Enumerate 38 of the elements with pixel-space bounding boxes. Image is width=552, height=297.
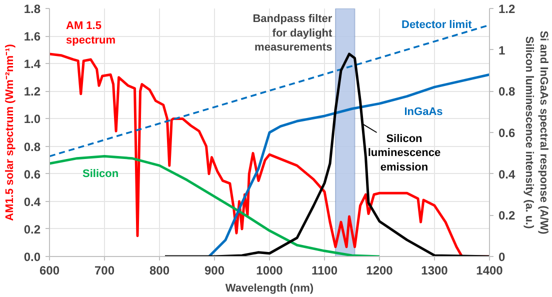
x-tick-label: 1000	[256, 264, 284, 278]
y-tick-label: 1.4	[24, 57, 41, 72]
series-label: InGaAs	[404, 106, 443, 118]
y2-tick-label: 0.6	[498, 126, 516, 140]
x-tick-label: 1400	[476, 264, 504, 278]
y-tick-label: 0.0	[24, 250, 41, 264]
series-label: Silicon	[82, 168, 119, 180]
y-tick-label: 0.6	[24, 167, 41, 182]
y2-axis-title: Si and InGaAs spectral response (A/W) Silicon luminescence intensity (a. u.)	[523, 30, 550, 235]
line-series	[164, 52, 490, 256]
y-tick-label: 1.8	[24, 2, 41, 16]
y-tick-label: 0.4	[24, 194, 41, 209]
x-axis-title: Wavelength (nm)	[225, 282, 314, 294]
line-series	[50, 155, 381, 256]
band-label: Bandpass filter for daylight measurements	[252, 12, 333, 54]
x-tick-label: 800	[149, 264, 170, 278]
series-label: Detector limit	[402, 19, 472, 32]
y2-tick-label: 1	[498, 43, 506, 58]
x-tick-label: 600	[39, 264, 60, 278]
y-tick-label: 0.8	[24, 140, 41, 154]
x-tick-label: 1200	[366, 264, 394, 278]
x-tick-label: 1100	[311, 264, 338, 278]
series-label: AM 1.5 spectrum	[66, 20, 116, 46]
x-tick-label: 700	[94, 264, 115, 278]
y2-tick-label: 0.8	[498, 84, 516, 99]
y2-tick-label: 0.2	[498, 208, 516, 223]
y-axis-title: AM1.5 solar spectrum (Wm⁻²nm⁻¹)	[4, 44, 16, 221]
x-tick-label: 900	[204, 264, 225, 278]
x-tick-label: 1300	[421, 264, 448, 278]
y2-tick-label: 0	[498, 250, 506, 264]
y2-tick-label: 0.4	[498, 167, 516, 182]
y-tick-label: 0.2	[24, 222, 41, 236]
y-tick-label: 1.6	[24, 30, 41, 44]
y-tick-label: 1.2	[24, 84, 41, 99]
y-tick-label: 1.0	[24, 112, 41, 126]
y2-tick-label: 1.2	[498, 2, 516, 16]
legend-label: Silicon luminescence emission	[368, 132, 441, 174]
line-series	[208, 73, 490, 256]
